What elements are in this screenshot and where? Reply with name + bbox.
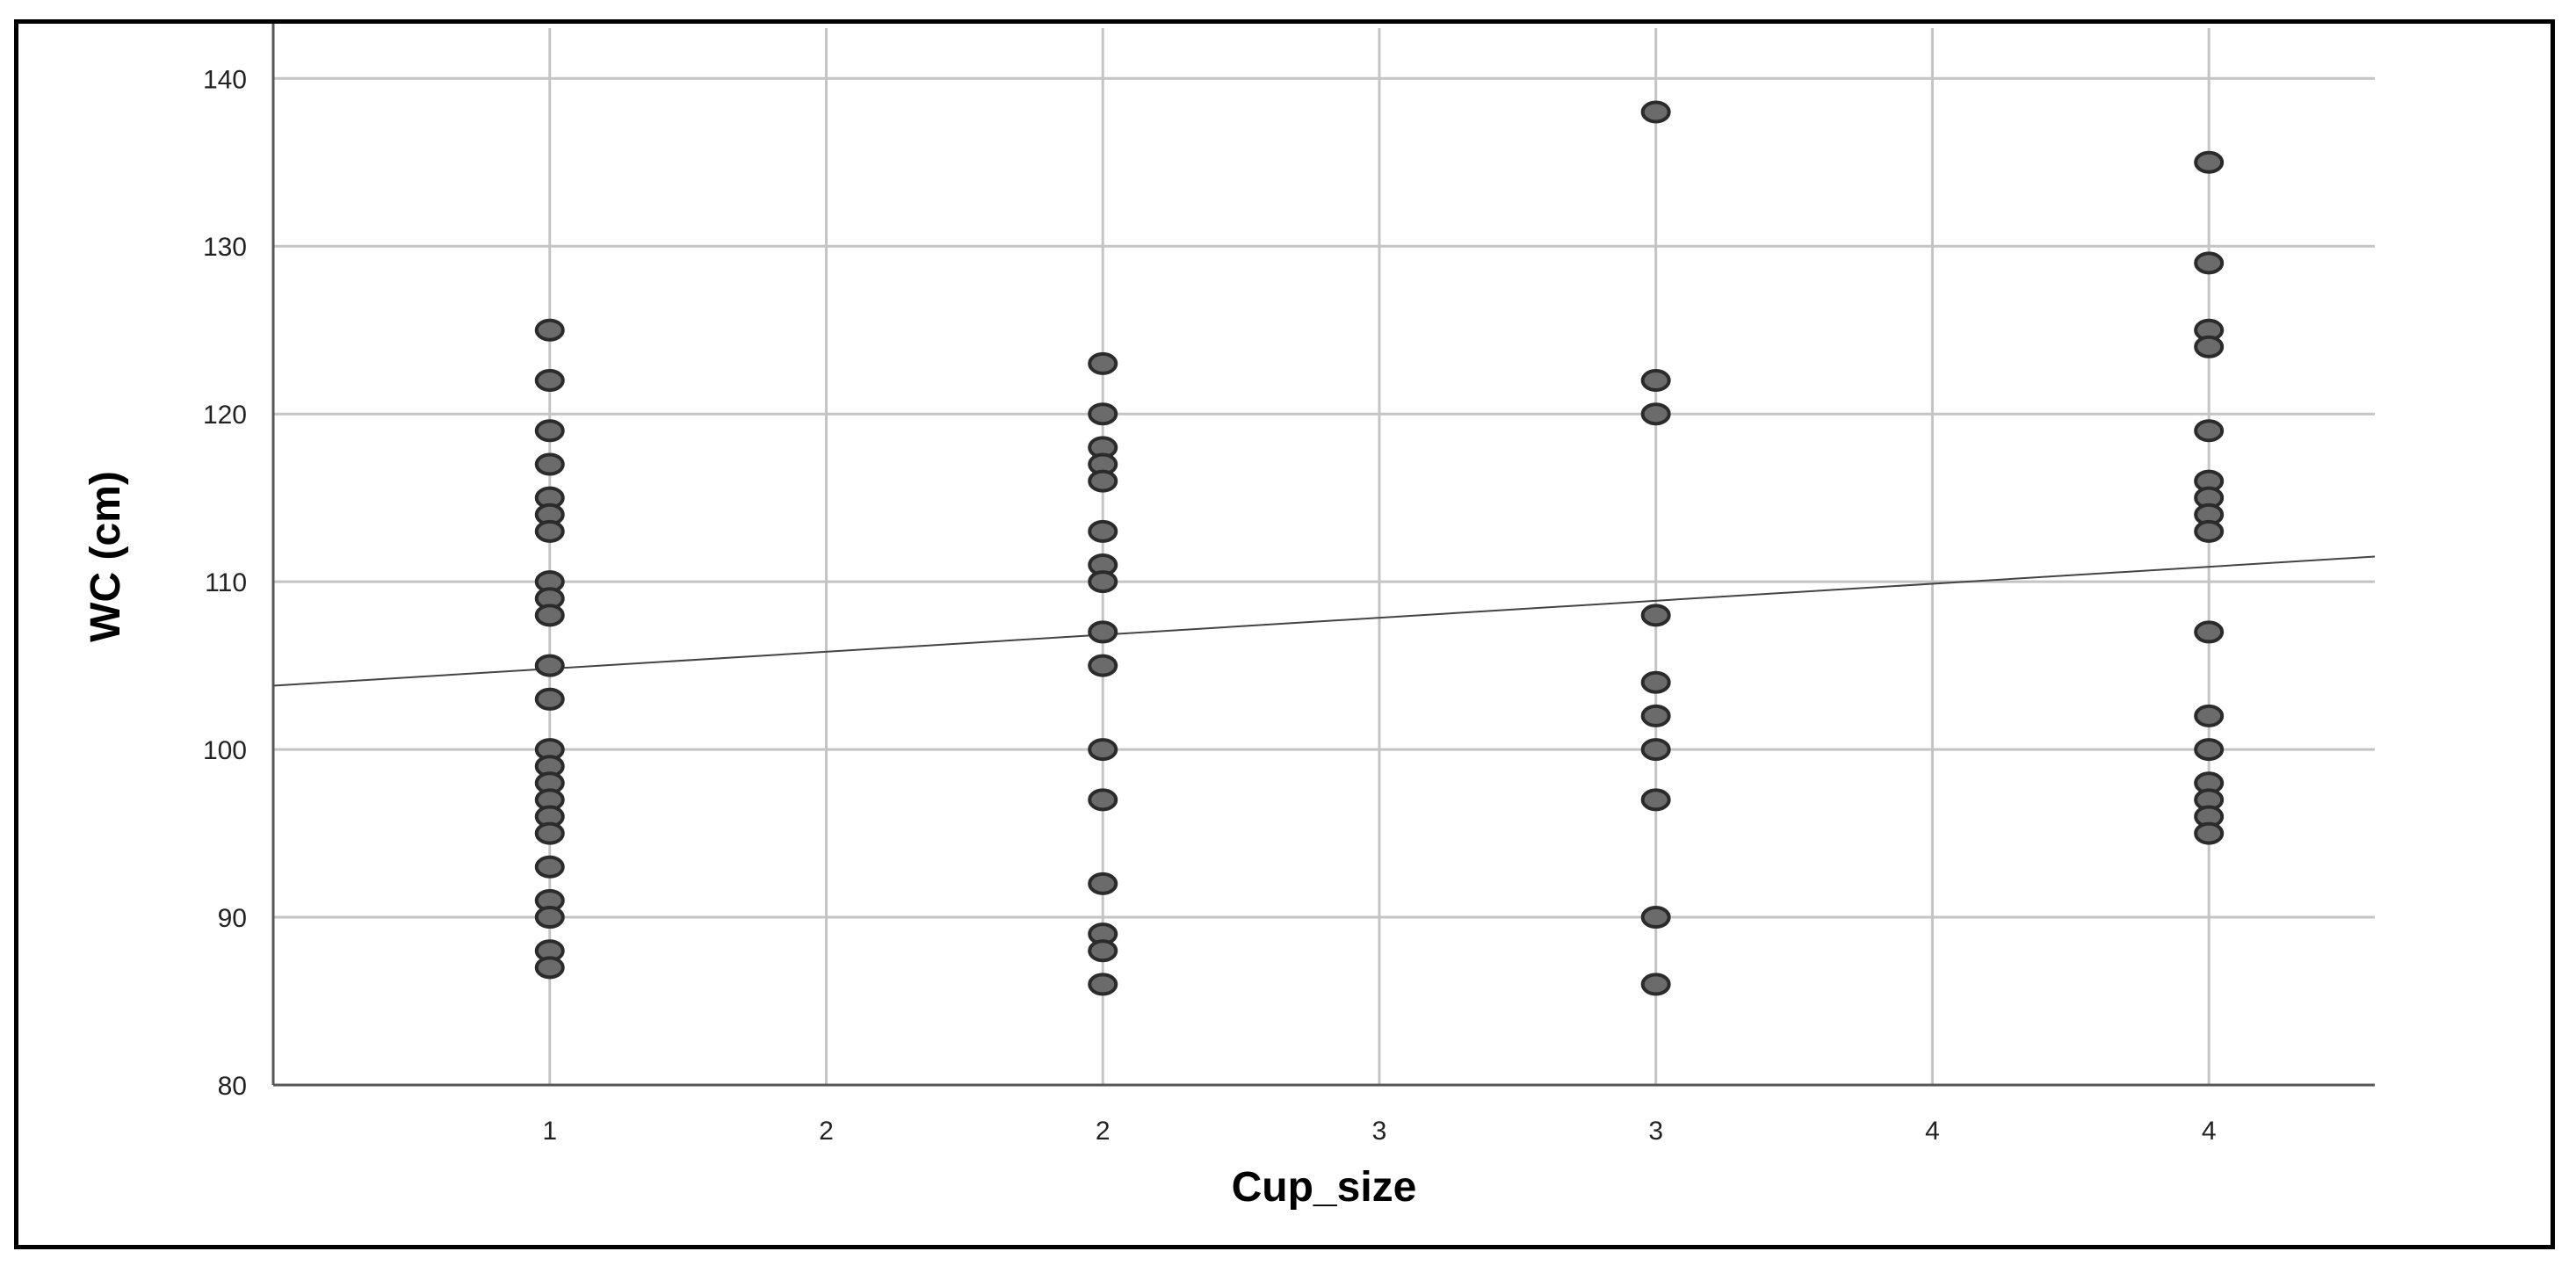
grid-layer [273,28,2375,1085]
data-point [1640,100,1671,124]
data-point [1640,906,1671,929]
y-tick-label: 140 [203,65,247,94]
data-point [1640,369,1671,392]
x-tick-label: 2 [819,1117,834,1146]
data-point [1640,670,1671,694]
data-point [1640,402,1671,426]
x-tick-label: 4 [2202,1117,2217,1146]
data-point [534,956,565,980]
data-point [1640,704,1671,727]
point-layer [534,100,2225,996]
y-tick-label: 110 [205,568,247,597]
data-point [534,855,565,879]
data-point [1088,973,1118,996]
data-point [1640,973,1671,996]
y-tick-label: 80 [218,1072,247,1101]
data-point [1088,788,1118,812]
data-point [1088,402,1118,426]
axis-layer [271,24,2375,1087]
data-point [2194,419,2225,443]
data-point [1088,519,1118,543]
data-point [534,687,565,711]
data-point [534,906,565,929]
data-point [534,419,565,443]
data-point [534,519,565,543]
x-tick-label: 2 [1096,1117,1111,1146]
data-point [2194,519,2225,543]
chart-frame: 80 90 100 110 120 130 140 1 2 2 3 3 4 4 Cup_size WC (… [14,19,2555,1249]
data-point [1640,738,1671,762]
x-tick-label: 1 [542,1117,557,1146]
data-point [1088,738,1118,762]
fit-line-layer [272,555,2376,687]
data-point [534,821,565,845]
data-point [2194,738,2225,762]
data-point [1088,469,1118,493]
x-tick-label: 4 [1925,1117,1940,1146]
data-point [534,604,565,627]
data-point [1088,620,1118,644]
data-point [1088,570,1118,594]
x-tick-label: 3 [1372,1117,1387,1146]
data-point [534,318,565,342]
data-point [534,452,565,476]
data-point [2194,335,2225,358]
y-tick-label: 90 [218,904,247,933]
data-point [2194,150,2225,174]
y-tick-label: 130 [203,233,247,262]
data-point [1088,939,1118,963]
data-point [1088,872,1118,895]
data-point [534,654,565,677]
data-point [2194,251,2225,275]
y-tick-label: 100 [203,736,247,765]
data-point [2194,821,2225,845]
data-point [1088,351,1118,375]
scatter-plot: 80 90 100 110 120 130 140 1 2 2 3 3 4 4 Cup_size WC (… [83,24,2376,1211]
data-point [2194,704,2225,727]
x-tick-label: 3 [1648,1117,1663,1146]
data-point [2194,620,2225,644]
y-tick-label: 120 [203,401,247,430]
tick-label-layer: 80 90 100 110 120 130 140 1 2 2 3 3 4 4 [203,65,2217,1146]
data-point [1640,788,1671,812]
data-point [534,369,565,392]
y-axis-title: WC (cm) [83,471,129,642]
data-point [1640,604,1671,627]
x-axis-title: Cup_size [1232,1164,1417,1211]
data-point [1088,654,1118,677]
fit-line [272,555,2376,687]
